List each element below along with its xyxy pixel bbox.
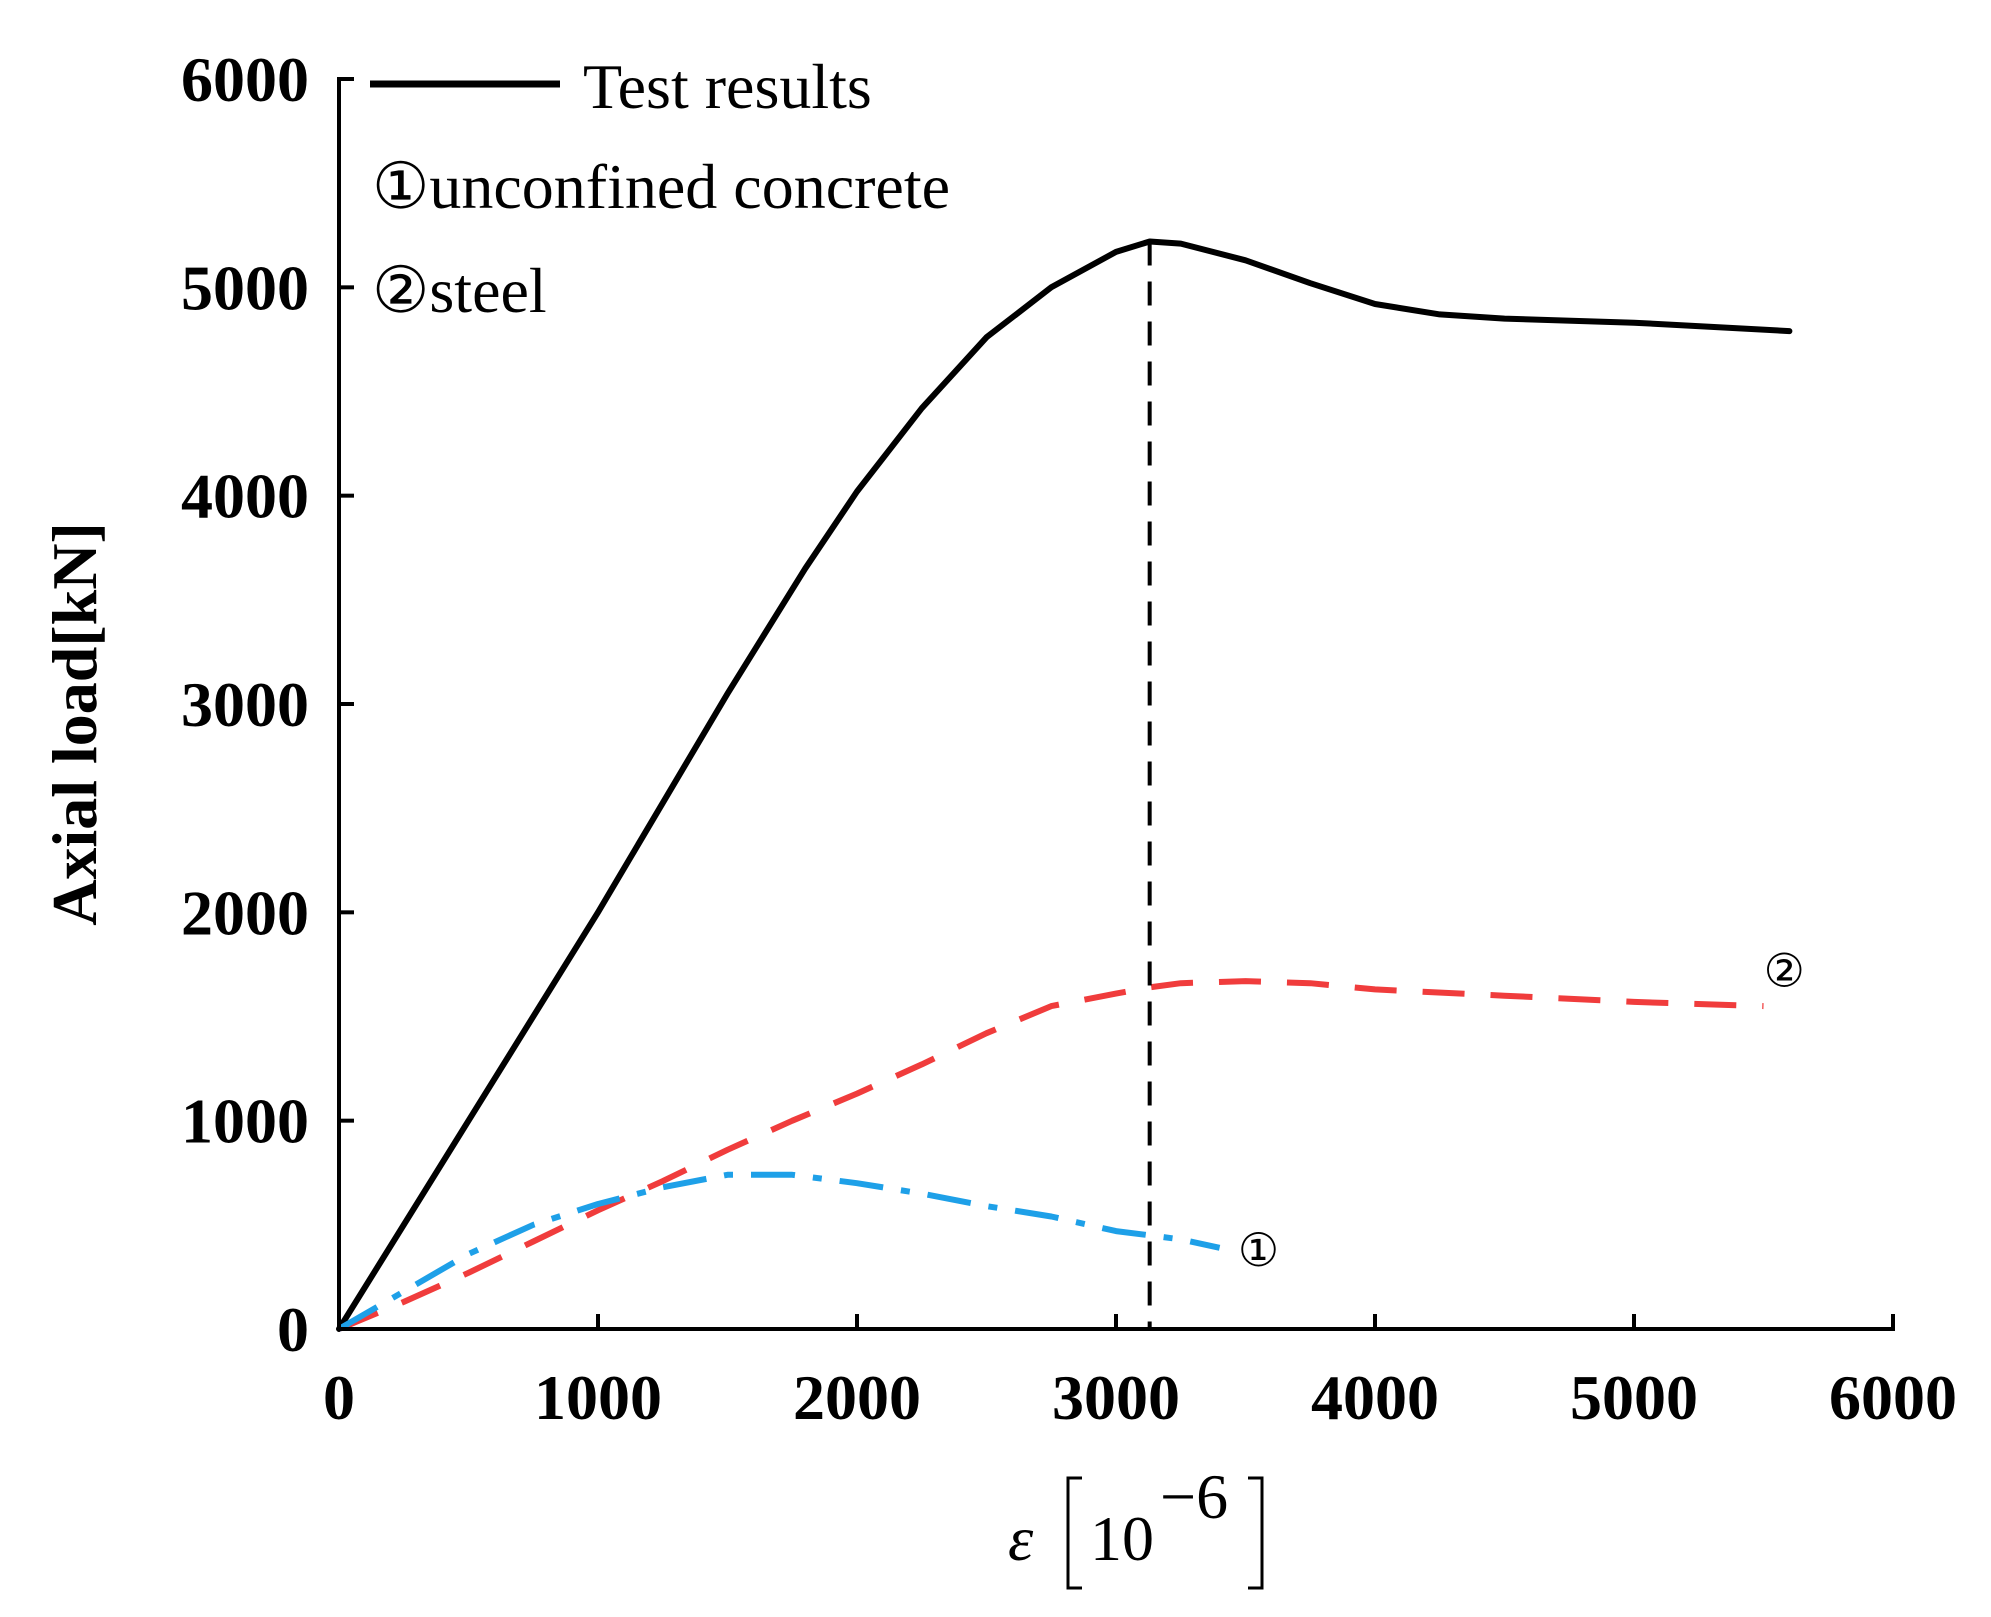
x-tick-label: 0 xyxy=(323,1362,355,1433)
x-axis-title: ε 10 −6 xyxy=(1008,1461,1264,1590)
series-label-unconfined-concrete: ① xyxy=(1238,1223,1279,1277)
y-tick-label: 1000 xyxy=(181,1086,309,1157)
x-axis-unit-base: 10 xyxy=(1090,1503,1154,1574)
y-tick-label: 3000 xyxy=(181,669,309,740)
x-tick-label: 6000 xyxy=(1829,1362,1957,1433)
x-tick-label: 5000 xyxy=(1570,1362,1698,1433)
series-line-steel xyxy=(337,978,1764,1332)
x-axis-unit-exponent: −6 xyxy=(1160,1461,1228,1532)
legend-label-unconfined-concrete: ①unconfined concrete xyxy=(372,151,950,222)
x-axis-symbol: ε xyxy=(1008,1503,1034,1574)
y-tick-label: 2000 xyxy=(181,877,309,948)
series-line-unconfined-concrete xyxy=(337,1171,1221,1332)
x-tick-label: 4000 xyxy=(1311,1362,1439,1433)
legend-label-steel: ②steel xyxy=(372,255,547,326)
ticks: 0 1000 2000 3000 4000 5000 6000 0 1000 2000 3000 40… xyxy=(181,44,1957,1433)
x-tick-label: 3000 xyxy=(1052,1362,1180,1433)
x-tick-label: 2000 xyxy=(793,1362,921,1433)
x-axis-bracket-left xyxy=(1066,1476,1082,1590)
annotations: ① ② xyxy=(1238,944,1805,1277)
axes xyxy=(337,77,1895,1331)
axis-titles: Axial load[kN] ε 10 −6 xyxy=(39,522,1264,1590)
x-axis-bracket-right xyxy=(1248,1476,1264,1590)
series-line-test-results xyxy=(336,238,1793,1332)
series-layer xyxy=(336,238,1793,1332)
y-tick-label: 4000 xyxy=(181,461,309,532)
y-tick-label: 0 xyxy=(277,1294,309,1365)
legend: Test results ①unconfined concrete ②steel xyxy=(370,51,950,326)
y-tick-label: 6000 xyxy=(181,44,309,115)
y-tick-label: 5000 xyxy=(181,252,309,323)
y-axis-title: Axial load[kN] xyxy=(39,522,110,926)
legend-label-test-results: Test results xyxy=(583,51,872,122)
x-tick-label: 1000 xyxy=(534,1362,662,1433)
series-label-steel: ② xyxy=(1764,944,1805,998)
